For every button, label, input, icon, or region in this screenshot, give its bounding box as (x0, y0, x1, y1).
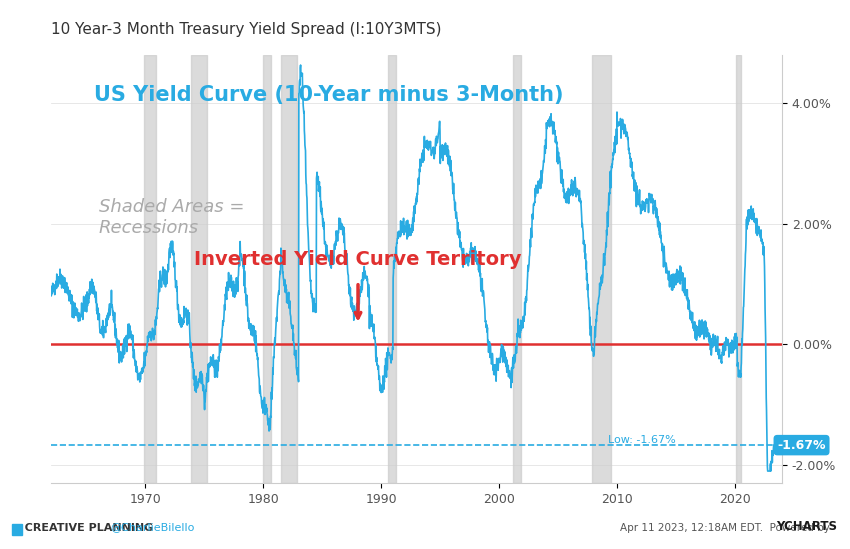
Text: 10 Year-3 Month Treasury Yield Spread (I:10Y3MTS): 10 Year-3 Month Treasury Yield Spread (I… (51, 22, 441, 37)
Text: CREATIVE PLANNING: CREATIVE PLANNING (17, 523, 153, 533)
Bar (388, 55, 396, 483)
Text: Shaded Areas =
Recessions: Shaded Areas = Recessions (99, 198, 244, 237)
Text: Inverted Yield Curve Territory: Inverted Yield Curve Territory (195, 250, 522, 269)
Bar (191, 55, 207, 483)
Bar (592, 55, 611, 483)
Text: Apr 11 2023, 12:18AM EDT.  Powered by: Apr 11 2023, 12:18AM EDT. Powered by (620, 523, 833, 533)
Bar (280, 55, 297, 483)
Text: Low: -1.67%: Low: -1.67% (609, 435, 676, 445)
Bar (264, 55, 271, 483)
Bar (736, 55, 740, 483)
Bar (513, 55, 521, 483)
Text: US Yield Curve (10-Year minus 3-Month): US Yield Curve (10-Year minus 3-Month) (94, 85, 564, 105)
Text: @CharlieBilello: @CharlieBilello (110, 523, 195, 533)
Bar (144, 55, 156, 483)
Text: -1.67%: -1.67% (777, 439, 826, 452)
Text: YCHARTS: YCHARTS (776, 519, 837, 533)
